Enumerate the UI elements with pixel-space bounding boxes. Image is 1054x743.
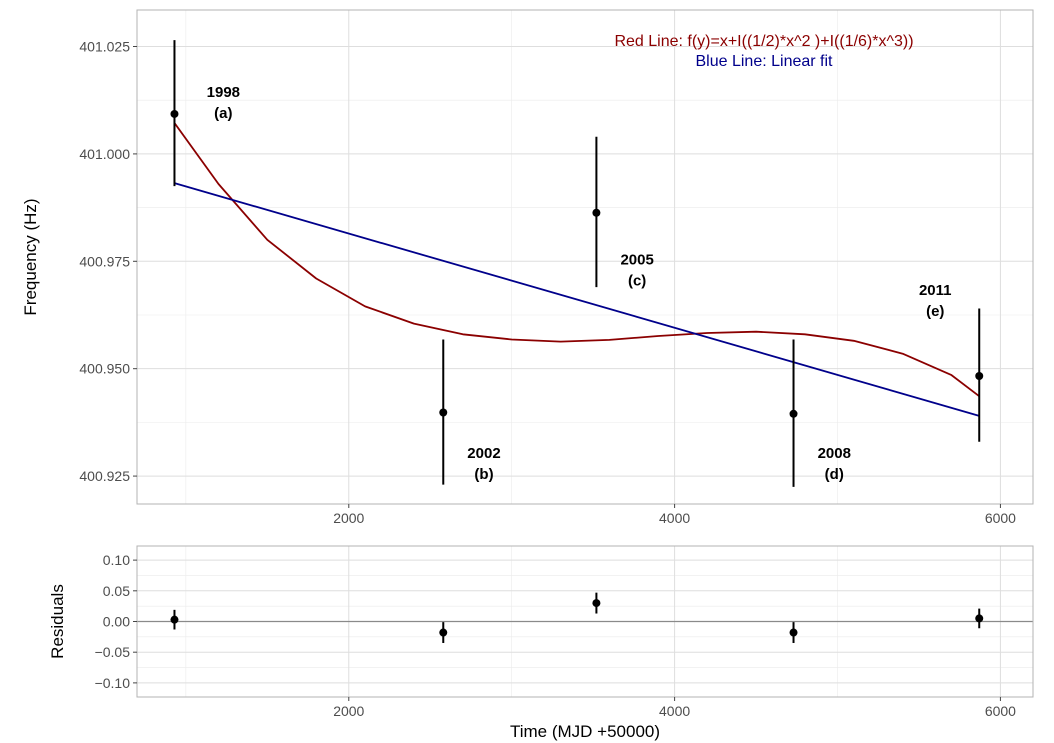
data-point [592, 208, 601, 217]
point-year-label: 2002 [467, 445, 500, 462]
x-tick-label: 6000 [985, 703, 1016, 719]
linear-fit-line [174, 182, 980, 417]
main-panel: 2000 4000 6000 400.925 400.950 400.975 401.000… [21, 9, 1034, 526]
y-tick-label: 400.925 [79, 468, 130, 484]
point-year-label: 2005 [620, 252, 653, 269]
x-tick-label: 4000 [659, 703, 690, 719]
y-tick-label: 0.05 [103, 583, 130, 599]
point-tag-label: (d) [825, 466, 844, 483]
point-tag-label: (a) [214, 105, 232, 122]
data-point [975, 614, 984, 623]
y-tick-label: 0.00 [103, 614, 130, 630]
point-year-label: 2011 [919, 282, 952, 299]
point-year-label: 2008 [818, 445, 851, 462]
cubic-fit-line [173, 122, 980, 397]
y-tick-label: 401.025 [79, 39, 130, 55]
point-tag-label: (e) [926, 303, 944, 320]
data-point [170, 615, 179, 624]
y-tick-label: 0.10 [103, 552, 130, 568]
data-point [439, 628, 448, 637]
y-tick-label: −0.10 [95, 675, 131, 691]
y-axis-label: Residuals [48, 584, 67, 659]
red-line-annotation: Red Line: f(y)=x+I((1/2)*x^2 )+I((1/6)*x… [614, 33, 913, 50]
y-axis-label: Frequency (Hz) [21, 198, 40, 315]
y-tick-label: 400.950 [79, 361, 130, 377]
data-point [439, 408, 448, 417]
y-tick-label: −0.05 [95, 644, 131, 660]
residuals-panel: 2000 4000 6000 −0.10 −0.05 0.00 0.05 0.10 Residu… [48, 545, 1034, 741]
x-axis-label: Time (MJD +50000) [510, 722, 660, 741]
y-tick-label: 401.000 [79, 146, 130, 162]
data-point [592, 599, 601, 608]
data-point [789, 409, 798, 418]
x-tick-label: 2000 [333, 703, 364, 719]
x-tick-label: 4000 [659, 510, 690, 526]
blue-line-annotation: Blue Line: Linear fit [696, 53, 834, 70]
point-tag-label: (c) [628, 273, 646, 290]
data-point [170, 109, 179, 118]
data-point [975, 371, 984, 380]
point-tag-label: (b) [474, 466, 493, 483]
x-tick-label: 2000 [333, 510, 364, 526]
panel-border [136, 9, 1034, 505]
point-year-label: 1998 [207, 84, 240, 101]
data-point [789, 628, 798, 637]
y-tick-label: 400.975 [79, 253, 130, 269]
x-tick-label: 6000 [985, 510, 1016, 526]
